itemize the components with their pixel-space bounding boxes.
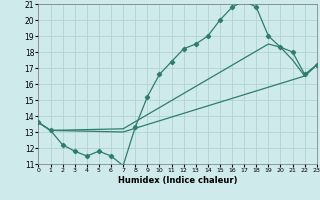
X-axis label: Humidex (Indice chaleur): Humidex (Indice chaleur) xyxy=(118,176,237,185)
